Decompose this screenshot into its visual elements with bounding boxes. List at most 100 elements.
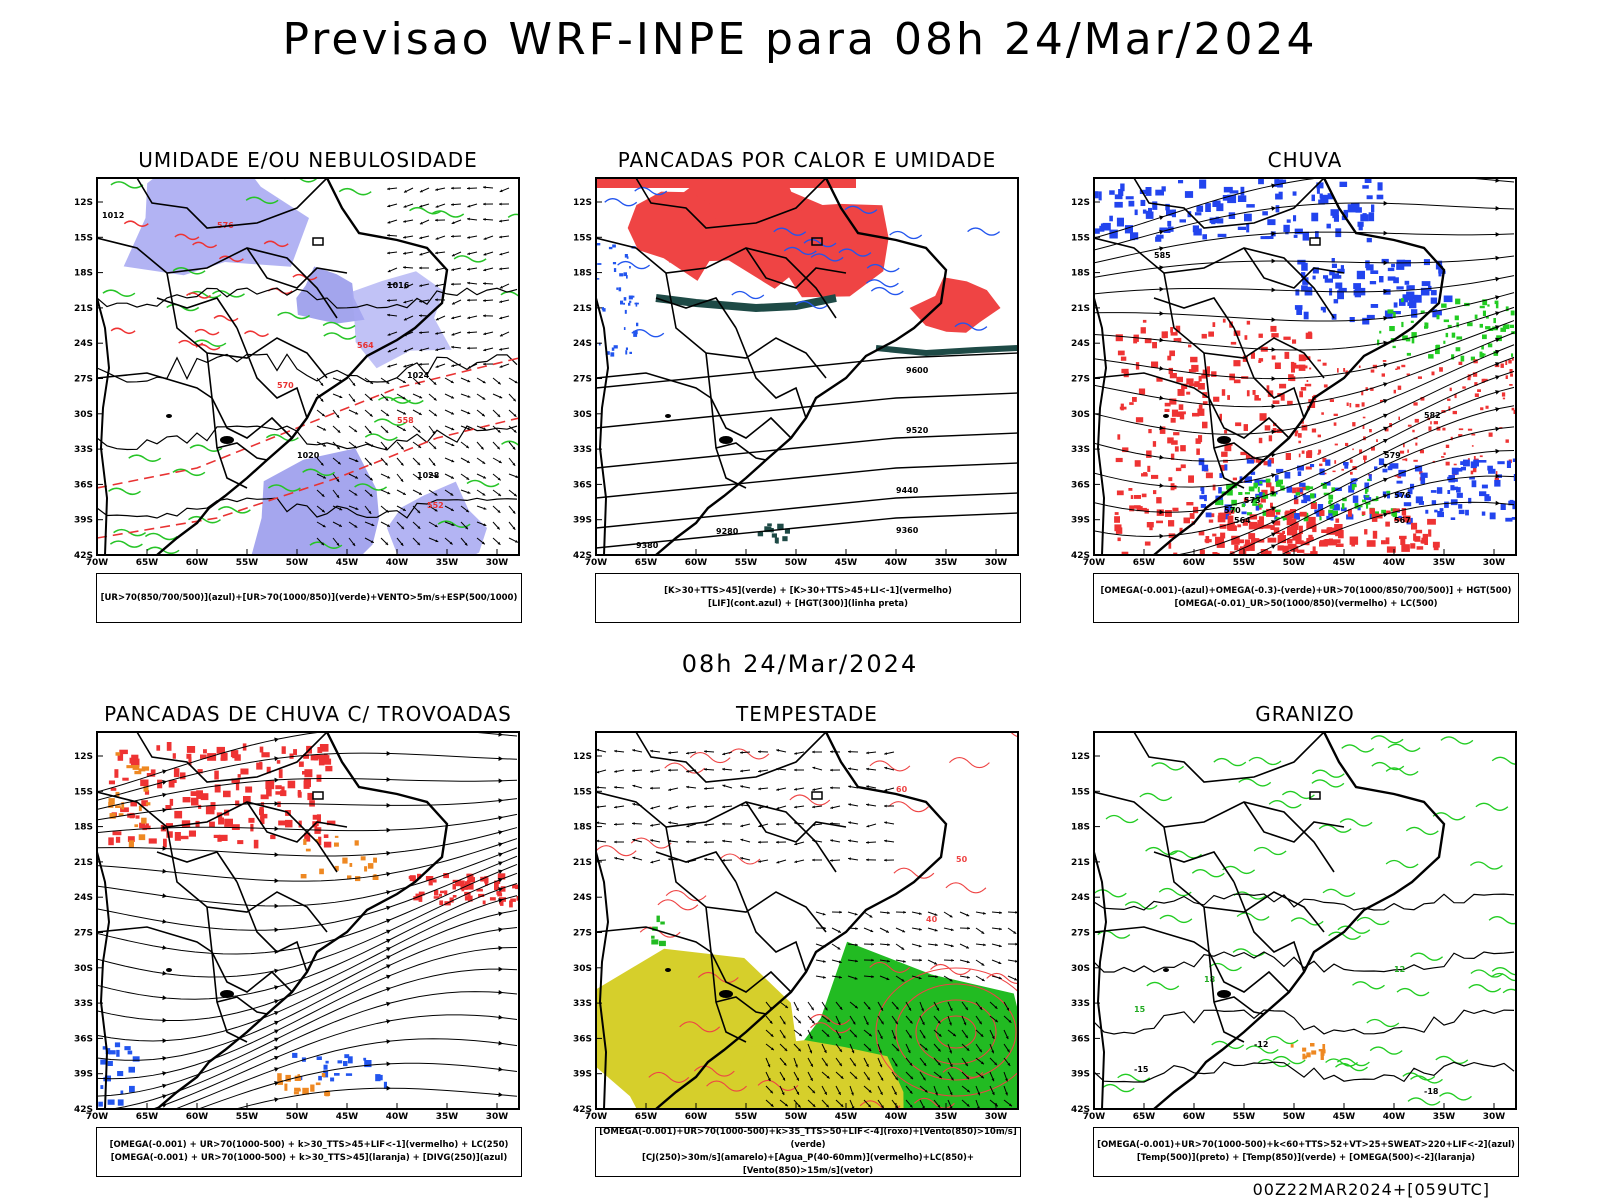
lon-tick-label: 60W — [1183, 558, 1206, 568]
lon-tick-label: 55W — [735, 1112, 758, 1122]
lat-tick-label: 39S — [573, 516, 592, 526]
lat-tick-label: 27S — [74, 375, 93, 385]
contour-label: 9440 — [896, 486, 919, 495]
lon-tick-label: 70W — [1083, 558, 1106, 568]
forecast-map: -12 -15 -18 12 15 18 12S 15S 18S 21S 24S 27S 30S 33S 3… — [1071, 731, 1517, 1122]
lat-tick-label: 36S — [74, 480, 93, 490]
lat-tick-label: 33S — [74, 445, 93, 455]
lon-tick-label: 55W — [1233, 558, 1256, 568]
panel-title: UMIDADE E/OU NEBULOSIDADE — [138, 148, 478, 172]
lon-tick-label: 30W — [1483, 1112, 1506, 1122]
lon-tick-label: 30W — [1483, 558, 1506, 568]
lat-tick-label: 12S — [573, 198, 592, 208]
lat-tick-label: 24S — [74, 339, 93, 349]
legend-box: [UR>70(850/700/500)](azul)+[UR>70(1000/8… — [96, 573, 522, 623]
lat-tick-label: 30S — [74, 410, 93, 420]
lat-tick-label: 30S — [573, 410, 592, 420]
legend-line: [OMEGA(-0.001) + UR>70(1000-500) + k>30_… — [109, 1140, 509, 1150]
contour-label: 582 — [1424, 411, 1441, 420]
lon-tick-label: 30W — [985, 558, 1008, 568]
lat-tick-label: 36S — [74, 1034, 93, 1044]
lat-tick-label: 27S — [74, 929, 93, 939]
lat-tick-label: 42S — [74, 1105, 93, 1115]
lat-tick-label: 15S — [74, 787, 93, 797]
legend-line: [OMEGA(-0.001)+UR>70(1000-500)+k<60+TTS>… — [1097, 1140, 1515, 1150]
lat-tick-label: 24S — [1071, 893, 1090, 903]
lat-tick-label: 42S — [573, 1105, 592, 1115]
lat-tick-label: 24S — [573, 339, 592, 349]
lat-tick-label: 39S — [573, 1070, 592, 1080]
lat-tick-label: 12S — [573, 752, 592, 762]
lat-tick-label: 27S — [1071, 929, 1090, 939]
lat-tick-label: 36S — [573, 1034, 592, 1044]
contour-label: 1024 — [407, 371, 430, 380]
lat-tick-label: 27S — [573, 929, 592, 939]
lat-tick-label: 30S — [573, 964, 592, 974]
lat-tick-label: 24S — [74, 893, 93, 903]
lon-tick-label: 45W — [336, 1112, 359, 1122]
lon-tick-label: 60W — [186, 558, 209, 568]
lat-tick-label: 18S — [1071, 823, 1090, 833]
contour-label: 15 — [1134, 1005, 1146, 1014]
lat-tick-label: 15S — [573, 233, 592, 243]
lat-tick-label: 33S — [1071, 445, 1090, 455]
lon-tick-label: 70W — [86, 1112, 109, 1122]
lat-tick-label: 39S — [1071, 1070, 1090, 1080]
contour-label: 12 — [1394, 965, 1405, 974]
lat-tick-label: 42S — [573, 551, 592, 561]
lon-tick-label: 70W — [585, 1112, 608, 1122]
lon-tick-label: 45W — [835, 558, 858, 568]
lon-tick-label: 60W — [685, 558, 708, 568]
lat-tick-label: 36S — [1071, 1034, 1090, 1044]
lat-tick-label: 30S — [1071, 964, 1090, 974]
contour-label: 1020 — [297, 451, 320, 460]
legend-line: [OMEGA(-0.001) + UR>70(1000-500) + k>30_… — [110, 1153, 508, 1163]
contour-label: 585 — [1154, 251, 1171, 260]
legend-box: [OMEGA(-0.001)+UR>70(1000-500)+k<60+TTS>… — [1093, 1127, 1519, 1177]
contour-label: 564 — [1234, 516, 1251, 525]
lon-tick-label: 65W — [136, 558, 159, 568]
lat-tick-label: 21S — [1071, 858, 1090, 868]
lon-tick-label: 35W — [1433, 558, 1456, 568]
lat-tick-label: 24S — [1071, 339, 1090, 349]
lat-tick-label: 42S — [1071, 551, 1090, 561]
main-title: Previsao WRF-INPE para 08h 24/Mar/2024 — [282, 14, 1318, 65]
panel-title: PANCADAS POR CALOR E UMIDADE — [617, 148, 997, 172]
forecast-map: 1012101610201024102857657056455855212S15… — [74, 177, 520, 568]
contour-label: 9380 — [636, 541, 659, 550]
lon-tick-label: 70W — [86, 558, 109, 568]
lon-tick-label: 30W — [486, 1112, 509, 1122]
lat-tick-label: 36S — [573, 480, 592, 490]
lon-tick-label: 30W — [486, 558, 509, 568]
lon-tick-label: 35W — [935, 1112, 958, 1122]
forecast-map: 9600 9520 9440 9360 9280 9380 12S 15S 18S 21S 24S 2… — [573, 177, 1019, 568]
lon-tick-label: 65W — [635, 1112, 658, 1122]
contour-label: 567 — [1394, 516, 1411, 525]
lat-tick-label: 21S — [74, 304, 93, 314]
map-frame — [595, 731, 1019, 1110]
lat-tick-label: 27S — [573, 375, 592, 385]
lat-tick-label: 12S — [74, 198, 93, 208]
contour-label: 9360 — [896, 526, 919, 535]
contour-label: 9280 — [716, 527, 739, 536]
lon-tick-label: 50W — [785, 1112, 808, 1122]
lat-tick-label: 18S — [573, 269, 592, 279]
lat-tick-label: 42S — [1071, 1105, 1090, 1115]
lat-tick-label: 21S — [573, 304, 592, 314]
lon-tick-label: 50W — [785, 558, 808, 568]
forecast-map: 60 50 40 12S 15S 18S 21S 24S 27S 30S 33S 36S 39S 42S7… — [573, 731, 1019, 1122]
lat-tick-label: 12S — [1071, 752, 1090, 762]
panel-title: CHUVA — [1267, 148, 1343, 172]
forecast-time-subtitle: 08h 24/Mar/2024 — [681, 650, 919, 678]
lat-tick-label: 12S — [74, 752, 93, 762]
contour-label: 9520 — [906, 426, 929, 435]
contour-label: 60 — [896, 785, 908, 794]
lat-tick-label: 15S — [573, 787, 592, 797]
contour-label: 1016 — [387, 281, 410, 290]
contour-label: 558 — [397, 416, 414, 425]
lon-tick-label: 45W — [1333, 1112, 1356, 1122]
lon-tick-label: 60W — [685, 1112, 708, 1122]
lon-tick-label: 50W — [1283, 1112, 1306, 1122]
lat-tick-label: 12S — [1071, 198, 1090, 208]
